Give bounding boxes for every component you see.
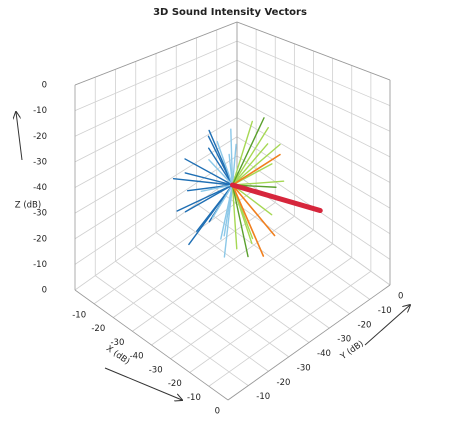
grid-line: [95, 275, 249, 386]
z-tick-label: -30: [33, 157, 47, 167]
x-tick-label: -10: [187, 393, 201, 403]
vector: [231, 143, 269, 186]
grid-line: [74, 79, 238, 163]
vector: [184, 184, 234, 213]
z-tick-label: -20: [33, 234, 47, 244]
axis-edge: [236, 21, 391, 81]
x-tick-label: -30: [149, 365, 163, 375]
vector: [231, 184, 276, 237]
y-tick-label: -20: [358, 320, 372, 330]
z-tick-label: 0: [42, 81, 47, 91]
grid-line: [74, 59, 238, 137]
vector: [231, 126, 269, 186]
vector: [231, 117, 265, 186]
grid-line: [236, 98, 391, 183]
vector: [231, 184, 249, 258]
x-tick-label: -20: [168, 379, 182, 389]
grid-line: [196, 203, 350, 315]
y-tick-label: -20: [277, 378, 291, 388]
vector: [211, 184, 234, 219]
vector: [184, 158, 234, 186]
x-arrow: [104, 367, 182, 400]
x-tick-label: -30: [110, 338, 124, 348]
vector: [207, 147, 234, 186]
grid-line: [74, 174, 238, 291]
grid-line: [74, 40, 238, 111]
vector: [231, 184, 265, 257]
grid-line: [155, 232, 310, 343]
z-tick-label: -10: [33, 260, 47, 270]
y-tick-label: -30: [297, 363, 311, 373]
vector: [231, 153, 281, 186]
grid-line: [236, 40, 391, 106]
vector: [216, 140, 234, 186]
grid-line: [135, 246, 289, 358]
y-tick-label: -30: [337, 335, 351, 345]
z-tick-label: -20: [33, 132, 47, 142]
grid-line: [236, 79, 391, 158]
y-arrow: [364, 305, 410, 346]
vector: [230, 182, 323, 214]
vector: [172, 177, 234, 186]
grid-line: [115, 260, 269, 372]
axis-edge: [74, 289, 229, 401]
y-tick-label: -10: [378, 306, 392, 316]
vector: [176, 184, 234, 212]
vector: [223, 184, 234, 258]
vector: [184, 172, 234, 186]
vector: [231, 143, 281, 186]
y-tick-label: 0: [398, 292, 403, 302]
x-tick-label: -20: [91, 324, 105, 334]
vector: [188, 184, 234, 246]
z-tick-label: -30: [33, 209, 47, 219]
vector: [231, 180, 285, 186]
grid-line: [74, 98, 238, 188]
vector: [207, 135, 234, 186]
grid-line: [236, 136, 391, 235]
vector: [231, 184, 238, 250]
x-tick-label: -10: [72, 310, 86, 320]
grid-line: [236, 59, 391, 132]
z-tick-label: 0: [42, 286, 47, 296]
z-arrow: [16, 112, 23, 161]
axis-edge: [227, 284, 391, 401]
grid-line: [176, 217, 330, 329]
vector: [231, 120, 254, 186]
x-tick-label: 0: [215, 407, 220, 417]
z-tick-label: -40: [33, 183, 47, 193]
vector: [208, 159, 234, 186]
y-tick-label: -40: [317, 349, 331, 359]
x-tick-label: -40: [130, 352, 144, 362]
grid-line: [74, 136, 238, 240]
vector: [230, 128, 234, 186]
axis-edge: [74, 21, 238, 86]
grid-line: [74, 155, 238, 265]
vector: [231, 184, 273, 216]
z-tick-label: -10: [33, 106, 47, 116]
chart-title: 3D Sound Intensity Vectors: [153, 7, 307, 18]
z-axis-label: Z (dB): [15, 201, 41, 211]
grid-line: [236, 117, 391, 209]
y-tick-label: -10: [256, 392, 270, 402]
vector: [200, 184, 234, 192]
vector: [231, 143, 237, 186]
